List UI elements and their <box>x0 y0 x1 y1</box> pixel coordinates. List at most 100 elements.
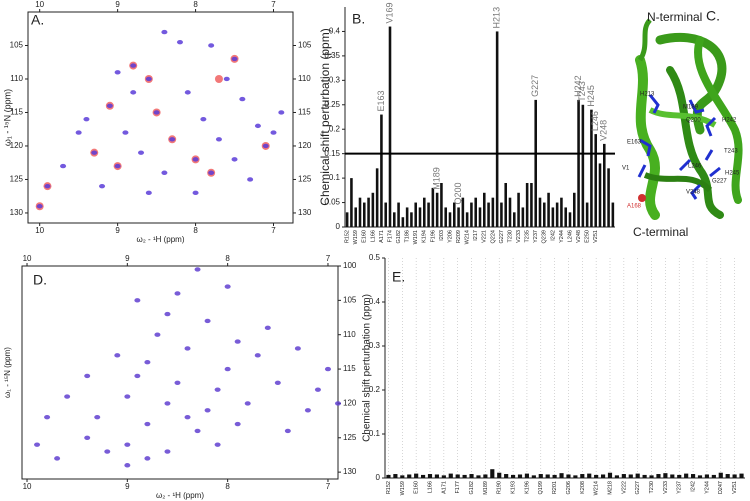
bar <box>462 474 467 478</box>
bar <box>534 99 537 227</box>
bar <box>350 178 353 227</box>
bar <box>568 212 572 227</box>
peak <box>223 76 230 82</box>
x-tick-label: 10 <box>35 226 44 235</box>
y-tick-label: 0.3 <box>369 341 381 350</box>
peak <box>134 373 141 379</box>
bar <box>538 474 543 478</box>
x-tick-label: Y206 <box>447 230 453 243</box>
bar-name: V169 <box>384 3 394 24</box>
panel-label: B. <box>352 11 365 27</box>
x-tick-label: 9 <box>115 0 120 9</box>
y-tick-label: 0.4 <box>369 297 381 306</box>
bar-name: V248 <box>599 120 609 141</box>
x-tick-label: Q199 <box>538 481 544 494</box>
x-tick-label: 9 <box>125 482 130 491</box>
peak <box>114 163 121 169</box>
bar-name: E163 <box>376 91 386 112</box>
bar <box>495 31 499 228</box>
x-tick-label: K196 <box>524 481 530 494</box>
peak <box>224 284 231 289</box>
bar <box>598 163 602 227</box>
x-tick-label: 7 <box>326 482 331 491</box>
bar-name: H245 <box>586 85 596 107</box>
x-tick-label: Y244 <box>704 481 710 494</box>
peak <box>284 428 291 434</box>
bar <box>517 192 520 227</box>
bar-name: L246 <box>590 111 600 131</box>
bar <box>573 192 576 227</box>
peak <box>204 408 211 413</box>
x-tick-label: 9 <box>125 254 130 263</box>
panel-label: D. <box>33 272 47 288</box>
y-tick-label: 0.1 <box>329 173 341 182</box>
bar <box>393 212 396 227</box>
peak <box>94 414 101 420</box>
peak <box>161 170 168 175</box>
bar <box>386 474 391 478</box>
x-tick-label: V248 <box>576 230 582 243</box>
residue-label: T243 <box>724 149 738 155</box>
y-axis-label: ω₁ - ¹⁵N (ppm) <box>2 89 12 146</box>
bar <box>440 183 443 227</box>
bar <box>614 475 619 478</box>
bar <box>483 192 486 227</box>
peak <box>134 298 141 303</box>
bar <box>457 207 460 227</box>
y-tick-label: 125 <box>343 433 357 442</box>
y-tick-label: 105 <box>10 41 24 50</box>
peak <box>130 63 137 68</box>
x-tick-label: G227 <box>499 230 505 243</box>
bar <box>649 475 654 478</box>
peak <box>106 103 113 108</box>
bar <box>407 474 412 478</box>
bar <box>587 473 592 478</box>
x-tick-label: K194 <box>422 230 428 243</box>
x-tick-label: M218 <box>607 481 613 495</box>
residue-label: H213 <box>640 92 655 98</box>
bar <box>358 197 362 227</box>
x-tick-label: T186 <box>405 230 411 243</box>
bar <box>455 474 460 478</box>
bar <box>560 197 563 227</box>
y-tick-label: 130 <box>10 208 24 217</box>
bar <box>410 212 413 227</box>
residue-label: A168 <box>627 204 642 210</box>
x-tick-label: I203 <box>439 230 445 241</box>
peak <box>60 163 67 169</box>
bar <box>483 474 488 478</box>
x-tick-label: I242 <box>691 481 697 492</box>
bar <box>497 472 502 478</box>
x-tick-label: E250 <box>585 230 591 243</box>
x-tick-label: 8 <box>225 482 230 491</box>
x-tick-label: G182 <box>469 481 475 494</box>
bar <box>704 474 709 478</box>
y-tick-label: 0 <box>376 473 381 482</box>
residue-label: E163 <box>627 140 642 146</box>
bar <box>418 207 422 227</box>
bar <box>585 202 589 227</box>
peak <box>314 387 321 392</box>
x-tick-label: R152 <box>386 481 392 494</box>
plot-frame <box>21 265 339 480</box>
bar-name: T243 <box>577 81 587 102</box>
bar <box>564 207 567 227</box>
bar <box>552 474 557 478</box>
peak <box>239 96 246 102</box>
peak <box>84 373 91 379</box>
x-tick-label: V233 <box>516 230 522 243</box>
bar <box>453 202 456 227</box>
x-tick-label: 8 <box>193 0 198 9</box>
bar <box>555 202 559 227</box>
bar <box>551 207 555 227</box>
x-tick-label: F177 <box>455 481 461 494</box>
bar <box>566 474 571 478</box>
bar <box>511 474 516 478</box>
bar-name: H213 <box>492 7 502 29</box>
peak <box>124 463 131 468</box>
bar <box>513 212 516 227</box>
y-tick-label: 0 <box>336 222 341 231</box>
bar <box>470 202 473 227</box>
peak <box>208 170 215 175</box>
peak <box>64 394 71 399</box>
